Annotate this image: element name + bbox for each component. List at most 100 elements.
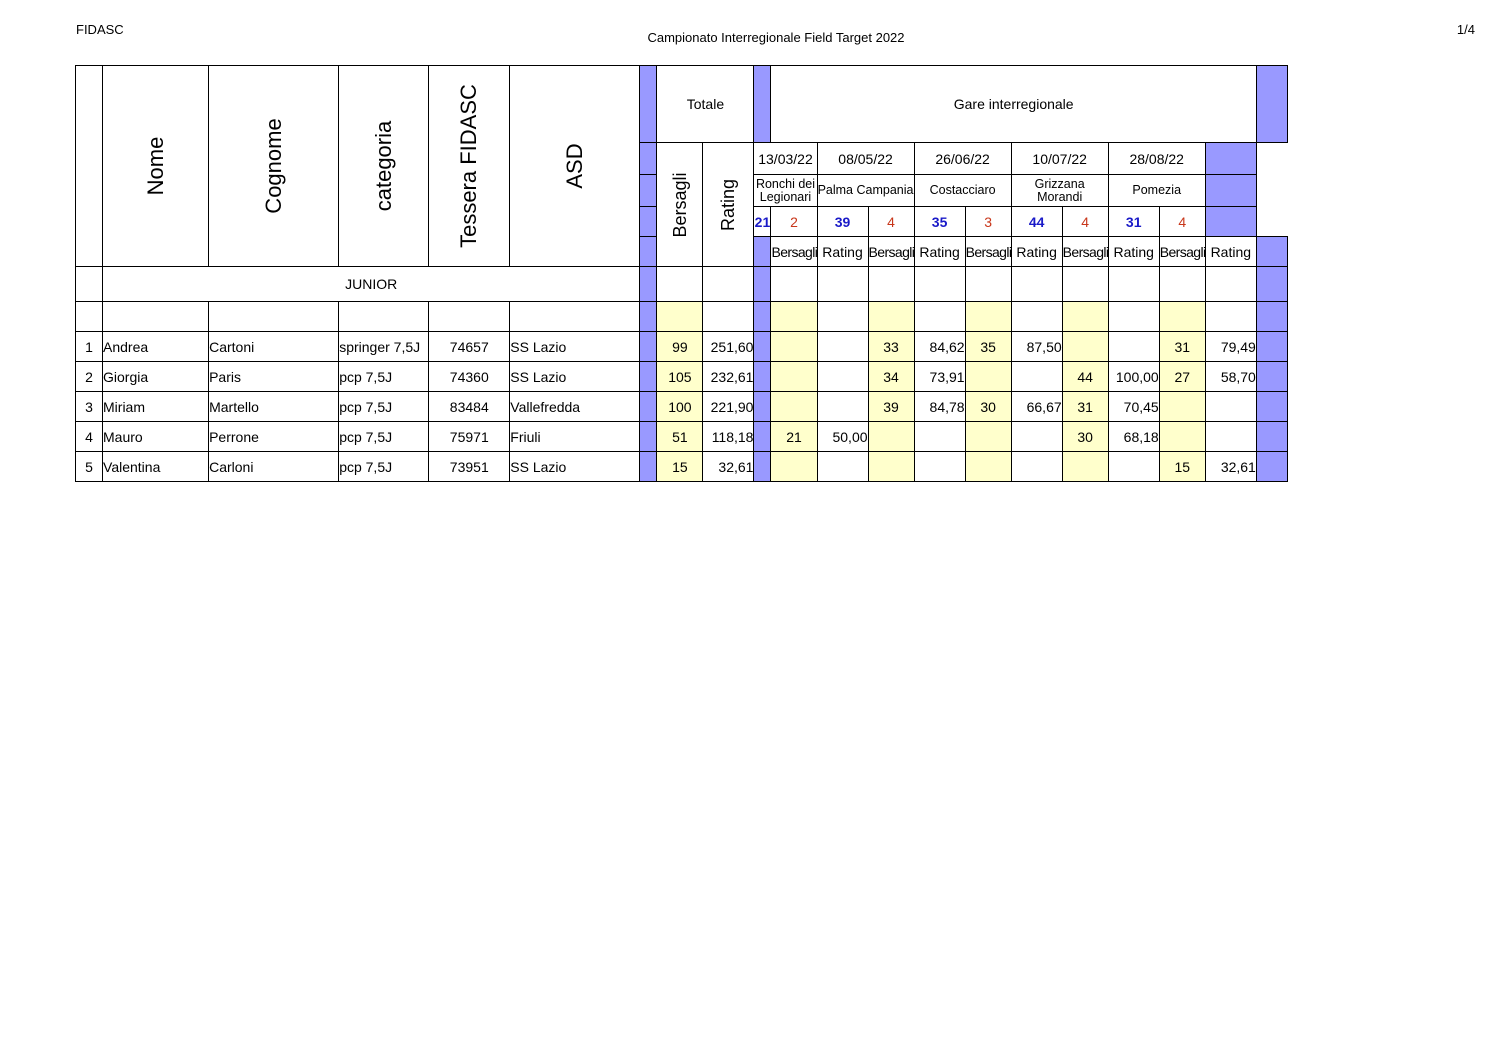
cell-total-rating: 118,18 — [702, 421, 755, 452]
cell-cognome: Martello — [208, 391, 340, 422]
separator — [639, 301, 658, 332]
separator — [639, 361, 658, 392]
cell-event-rating: 87,50 — [1010, 331, 1063, 362]
cell-event-bersagli — [1158, 421, 1206, 452]
row-index: 5 — [74, 451, 104, 482]
cell-event-rating: 79,49 — [1204, 331, 1257, 362]
event-date: 28/08/22 — [1107, 142, 1206, 175]
cell-event-rating: 66,67 — [1010, 391, 1063, 422]
separator — [1255, 391, 1289, 422]
cell-nome: Miriam — [102, 391, 210, 422]
separator — [1255, 331, 1289, 362]
separator — [1255, 361, 1289, 392]
cell-event-rating: 50,00 — [816, 421, 869, 452]
cell-nome: Mauro — [102, 421, 210, 452]
blank-cell — [428, 301, 511, 332]
blank-cell — [702, 266, 755, 302]
cell-categoria: pcp 7,5J — [338, 451, 430, 482]
totale-header: Totale — [656, 65, 755, 143]
event-venue: Costacciaro — [913, 174, 1012, 207]
cell-tessera: 83484 — [428, 391, 511, 422]
cell-event-rating — [913, 421, 966, 452]
blank-cell — [656, 301, 704, 332]
cell-cognome: Perrone — [208, 421, 340, 452]
blank-cell — [964, 266, 1012, 302]
cell-event-bersagli: 34 — [867, 361, 915, 392]
blank-cell — [1158, 266, 1206, 302]
cell-event-bersagli — [964, 361, 1012, 392]
cell-event-rating — [1204, 391, 1257, 422]
table-row: 4 Mauro Perrone pcp 7,5J 75971 Friuli 51 118,18… — [74, 421, 1289, 452]
cell-event-bersagli — [770, 361, 818, 392]
separator — [753, 451, 772, 482]
event-venue: Pomezia — [1107, 174, 1206, 207]
cell-total-rating: 221,90 — [702, 391, 755, 422]
separator — [753, 361, 772, 392]
blank-cell — [1107, 301, 1160, 332]
gare-header: Gare interregionale — [770, 65, 1257, 143]
blank-cell — [74, 266, 104, 302]
blank-cell — [913, 266, 966, 302]
blank-cell — [770, 266, 818, 302]
row-index: 3 — [74, 391, 104, 422]
cell-event-rating — [816, 331, 869, 362]
cell-categoria: springer 7,5J — [338, 331, 430, 362]
cell-nome: Valentina — [102, 451, 210, 482]
cell-total-bersagli: 105 — [656, 361, 704, 392]
blank-cell — [816, 301, 869, 332]
organization-label: FIDASC — [76, 22, 124, 37]
separator — [1255, 421, 1289, 452]
blank-cell — [1010, 301, 1063, 332]
separator — [1255, 301, 1289, 332]
event-date: 26/06/22 — [913, 142, 1012, 175]
blank-cell — [1061, 266, 1109, 302]
cell-total-bersagli: 51 — [656, 421, 704, 452]
separator — [1255, 451, 1289, 482]
cell-event-bersagli: 33 — [867, 331, 915, 362]
separator — [753, 301, 772, 332]
cell-asd: Vallefredda — [509, 391, 641, 422]
nome-header: Nome — [102, 65, 210, 267]
cell-event-rating: 84,62 — [913, 331, 966, 362]
cell-event-bersagli — [770, 391, 818, 422]
blank-cell — [867, 301, 915, 332]
bersagli-header: Bersagli — [656, 142, 704, 267]
cell-event-bersagli: 39 — [867, 391, 915, 422]
event-col-rating: Rating — [913, 236, 966, 267]
blank-cell — [913, 301, 966, 332]
section-label: JUNIOR — [102, 266, 641, 302]
cell-event-bersagli: 15 — [1158, 451, 1206, 482]
event-col-bersagli: Bersagli — [867, 236, 915, 267]
separator — [753, 266, 772, 302]
cell-event-rating — [1010, 451, 1063, 482]
event-col-bersagli: Bersagli — [964, 236, 1012, 267]
event-factor: 4 — [1061, 206, 1109, 237]
cell-event-bersagli: 30 — [964, 391, 1012, 422]
cell-event-rating — [816, 361, 869, 392]
blank-cell — [509, 301, 641, 332]
row-index: 2 — [74, 361, 104, 392]
separator — [639, 421, 658, 452]
event-date: 10/07/22 — [1010, 142, 1109, 175]
cell-event-rating — [1204, 421, 1257, 452]
cell-nome: Giorgia — [102, 361, 210, 392]
cell-cognome: Carloni — [208, 451, 340, 482]
cell-event-bersagli — [1158, 391, 1206, 422]
blank-cell — [770, 301, 818, 332]
cell-event-bersagli: 31 — [1061, 391, 1109, 422]
event-venue: Ronchi dei Legionari — [753, 174, 818, 207]
standings-table: Nome Cognome categoria Tessera FIDASC AS… — [74, 65, 1289, 482]
cell-event-rating: 100,00 — [1107, 361, 1160, 392]
cell-event-bersagli: 21 — [770, 421, 818, 452]
event-targets: 21 — [753, 206, 772, 237]
cell-event-rating — [913, 451, 966, 482]
blank-cell — [1204, 301, 1257, 332]
separator — [753, 331, 772, 362]
table-row: 3 Miriam Martello pcp 7,5J 83484 Vallefredda 1… — [74, 391, 1289, 422]
cell-total-bersagli: 15 — [656, 451, 704, 482]
cell-cognome: Paris — [208, 361, 340, 392]
event-targets: 44 — [1010, 206, 1063, 237]
separator — [639, 391, 658, 422]
cell-event-bersagli: 44 — [1061, 361, 1109, 392]
table-row: 2 Giorgia Paris pcp 7,5J 74360 SS Lazio 105 232… — [74, 361, 1289, 392]
